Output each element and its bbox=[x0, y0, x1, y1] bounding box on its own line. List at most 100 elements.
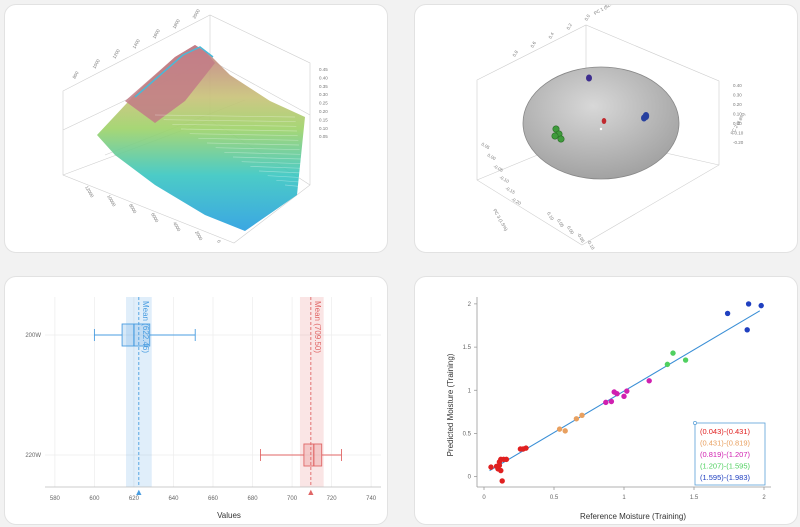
scatter-point bbox=[758, 302, 764, 309]
pc1-tick-label: 0.8 bbox=[512, 49, 520, 57]
scatter-point bbox=[573, 416, 580, 422]
pc3-axis-label: PC 3 (1.5%) bbox=[492, 208, 509, 232]
scatter-point bbox=[579, 412, 585, 419]
pc2-tick-label: -0.20 bbox=[733, 140, 744, 145]
wavelength-tick-label: 1000 bbox=[92, 58, 102, 70]
wavelength-tick-label: 1600 bbox=[152, 28, 162, 40]
sample-tick-label: 0 bbox=[216, 239, 222, 244]
score-points bbox=[551, 74, 650, 143]
pc3-tick-label: 0.00 bbox=[487, 153, 498, 162]
box-series: ▲ ▲ bbox=[93, 323, 342, 497]
x-tick-label: 640 bbox=[168, 496, 179, 502]
range-legend: (0.043)-(0.431) (0.431)-(0.819) (0.819)-(1… bbox=[693, 421, 766, 486]
scatter-point bbox=[670, 350, 676, 356]
surface-ridge-line bbox=[284, 184, 306, 188]
z-tick-label: 0.40 bbox=[319, 75, 328, 80]
pc2-tick-label: 0.40 bbox=[733, 83, 742, 88]
iqr-box bbox=[303, 443, 323, 467]
scatter-point bbox=[646, 378, 652, 384]
score-point-green bbox=[557, 135, 565, 143]
scatter-chart: 0 0.5 1 1.5 2 0 0.5 1 1.5 2 (0.043)-(0.431) (0.431… bbox=[446, 297, 771, 521]
legend-entry: (1.595)-(1.983) bbox=[700, 473, 751, 482]
wavelength-tick-label: 1400 bbox=[132, 38, 142, 50]
legend-entry: (0.431)-(0.819) bbox=[700, 439, 751, 448]
surface-ridge-line bbox=[206, 142, 300, 146]
centroid-marker bbox=[599, 127, 603, 131]
pc1-tick-label: 0.0 bbox=[584, 13, 592, 21]
surface-ridge-line bbox=[241, 161, 302, 165]
y-tick-label: 200W bbox=[25, 333, 41, 339]
scatter-panel: 0 0.5 1 1.5 2 0 0.5 1 1.5 2 (0.043)-(0.431) (0.431… bbox=[414, 276, 798, 525]
bottom-tick-label: 0.00 bbox=[566, 225, 575, 236]
legend-entry: (0.043)-(0.431) bbox=[700, 427, 751, 436]
x-tick-label: 0.5 bbox=[550, 495, 559, 501]
spectra-surface-panel: 0.45 0.40 0.35 0.30 0.25 0.20 0.15 0.10 0.05 800… bbox=[4, 4, 388, 253]
scatter-point bbox=[503, 456, 510, 463]
x-tick-label: 1.5 bbox=[690, 495, 699, 501]
mean-confidence-band bbox=[299, 297, 324, 487]
y-tick-label: 2 bbox=[468, 302, 472, 308]
surface-ridges bbox=[154, 114, 306, 188]
pca-scores-panel: PC 1 (92.5%) PC 2 (4.8%) PC 3 (1.5%) 0.8… bbox=[414, 4, 798, 253]
y-tick-label: 0 bbox=[468, 475, 472, 481]
confidence-sphere bbox=[522, 66, 680, 180]
spectra-surface-chart: 0.45 0.40 0.35 0.30 0.25 0.20 0.15 0.10 0.05 800… bbox=[62, 8, 328, 244]
score-point-blue bbox=[641, 114, 647, 122]
bottom-tick-label: -0.05 bbox=[576, 232, 586, 244]
surface-ridge-line bbox=[215, 147, 300, 151]
sample-tick-label: 2000 bbox=[194, 230, 204, 242]
surface-ridge-line bbox=[267, 175, 304, 179]
y-tick-label: 1.5 bbox=[463, 345, 472, 351]
x-tick-label: 740 bbox=[366, 496, 377, 502]
pc3-tick-label: -0.05 bbox=[493, 164, 505, 174]
y-tick-label: 1 bbox=[468, 388, 472, 394]
wavelength-tick-label: 1200 bbox=[112, 48, 122, 60]
z-tick-label: 0.10 bbox=[319, 126, 328, 131]
score-point-purple bbox=[586, 74, 592, 82]
x-tick-label: 1 bbox=[622, 495, 626, 501]
surface-ridge-line bbox=[250, 165, 303, 169]
pca-axis-ticks: 0.8 0.6 0.4 0.2 0.0 0.40 0.30 0.20 0.10 0.00 -0.10… bbox=[481, 13, 744, 251]
score-point-green bbox=[551, 132, 559, 140]
pc3-tick-label: 0.05 bbox=[481, 142, 492, 151]
mean-marker: ▲ bbox=[134, 487, 143, 497]
x-tick-label: 620 bbox=[129, 496, 140, 502]
scatter-point bbox=[562, 428, 568, 434]
pc2-tick-label: 0.30 bbox=[733, 93, 742, 98]
spectra-surface bbox=[97, 45, 305, 231]
pc1-tick-label: 0.2 bbox=[566, 22, 574, 30]
pc2-tick-label: 0.10 bbox=[733, 112, 742, 117]
boxplot-axes: 580 600 620 640 660 680 700 720 740 200W 220W bbox=[25, 333, 381, 502]
surface-ridge-line bbox=[163, 119, 296, 123]
z-axis-ticks: 0.45 0.40 0.35 0.30 0.25 0.20 0.15 0.10 0.05 bbox=[319, 67, 328, 139]
legend-handle bbox=[693, 421, 697, 425]
scatter-points bbox=[488, 301, 764, 484]
sample-axis-ticks: 12000 10000 8000 6000 4000 2000 0 bbox=[84, 185, 222, 244]
iqr-box bbox=[121, 323, 151, 347]
surface-ridge-line bbox=[180, 128, 298, 132]
y-tick-label: 0.5 bbox=[463, 431, 472, 437]
surface-ridge-line bbox=[189, 133, 298, 137]
boxplot-chart: Mean (622.46) Mean (709.50) ▲ ▲ 580 600 620 6… bbox=[25, 297, 381, 520]
scatter-point bbox=[744, 327, 750, 333]
score-point-red bbox=[601, 118, 607, 124]
y-axis-label: Predicted Moisture (Training) bbox=[446, 353, 455, 456]
scatter-point bbox=[499, 478, 505, 484]
z-tick-label: 0.30 bbox=[319, 92, 328, 97]
x-tick-label: 600 bbox=[89, 496, 100, 502]
scatter-point bbox=[682, 357, 689, 363]
pc3-tick-label: -0.15 bbox=[505, 186, 517, 196]
z-tick-label: 0.35 bbox=[319, 84, 328, 89]
legend-box bbox=[694, 422, 766, 486]
pc3-tick-label: -0.10 bbox=[499, 175, 511, 185]
scatter-point bbox=[614, 391, 620, 397]
z-tick-label: 0.45 bbox=[319, 67, 328, 72]
scatter-point bbox=[621, 393, 627, 400]
pc1-tick-label: 0.6 bbox=[530, 40, 538, 48]
scatter-point bbox=[498, 467, 504, 474]
scatter-point bbox=[664, 361, 671, 368]
surface-ridge-line bbox=[172, 123, 297, 127]
bottom-tick-label: 0.05 bbox=[556, 218, 565, 229]
pc1-axis-label: PC 1 (92.5%) bbox=[593, 5, 619, 16]
scatter-point bbox=[523, 445, 529, 451]
